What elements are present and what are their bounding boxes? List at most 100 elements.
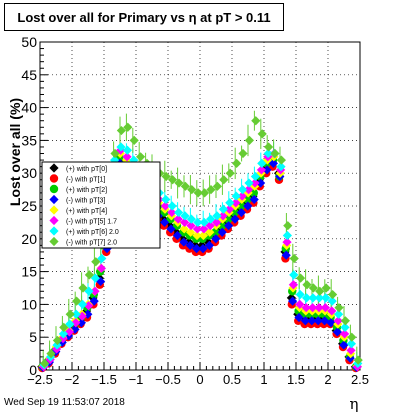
legend-entry: (-) with pT[7] 2.0 <box>66 240 117 247</box>
data-point <box>232 158 242 168</box>
data-point <box>211 234 221 244</box>
y-tick-label: 45 <box>21 67 37 83</box>
data-point <box>321 283 331 293</box>
data-point <box>84 286 94 296</box>
data-point <box>71 309 81 319</box>
data-point <box>294 312 304 323</box>
legend-entry: (+) with pT[4] <box>66 208 107 215</box>
data-point <box>102 244 112 254</box>
data-point <box>225 168 235 178</box>
legend-entry: (-) with pT[3] <box>66 198 105 205</box>
data-point <box>123 122 133 132</box>
x-tick-label: −2.5 <box>27 372 53 387</box>
data-point <box>212 217 222 227</box>
title-box: Lost over all for Primary vs η at pT > 0… <box>4 3 284 31</box>
data-point <box>313 316 323 326</box>
legend-marker <box>49 215 59 226</box>
legend-marker <box>49 184 59 194</box>
data-point <box>58 333 68 344</box>
data-point <box>192 244 202 254</box>
data-point <box>212 211 222 221</box>
data-point <box>211 228 220 237</box>
data-point <box>110 148 120 159</box>
y-tick-label: 0 <box>29 362 37 378</box>
y-tick-label: 10 <box>21 296 37 312</box>
data-point <box>353 355 363 365</box>
data-point <box>230 214 240 224</box>
data-point <box>296 273 306 283</box>
legend-entry: (-) with pT[1] <box>66 177 105 184</box>
data-point <box>288 280 298 290</box>
data-point <box>58 329 68 339</box>
data-point <box>231 198 241 208</box>
legend-marker <box>49 163 59 173</box>
data-point <box>192 224 202 234</box>
data-point <box>160 217 170 227</box>
data-point <box>244 178 254 188</box>
data-point <box>321 293 331 303</box>
legend-marker <box>49 236 59 247</box>
data-point <box>263 148 273 159</box>
data-point <box>327 306 337 316</box>
data-point <box>64 327 74 337</box>
timestamp: Wed Sep 19 11:53:07 2018 <box>4 397 125 408</box>
data-point <box>180 217 190 227</box>
data-point <box>71 318 81 328</box>
data-point <box>256 178 266 188</box>
legend-entry: (+) with pT[0] <box>66 166 107 173</box>
x-tick-label: 0.5 <box>223 372 241 387</box>
data-point <box>116 142 126 152</box>
legend-marker <box>49 174 59 183</box>
data-point <box>122 152 132 162</box>
x-tick-label: −0.5 <box>155 372 181 387</box>
y-tick-label: 35 <box>21 132 37 148</box>
data-point <box>282 237 292 247</box>
data-point <box>65 319 75 329</box>
data-point <box>186 227 196 237</box>
data-point <box>308 283 318 293</box>
data-point <box>193 188 203 198</box>
data-point <box>289 270 299 280</box>
x-tick-label: −1.5 <box>91 372 117 387</box>
data-point <box>168 175 178 185</box>
data-point <box>122 145 132 155</box>
data-point <box>218 204 228 214</box>
data-point <box>174 207 184 218</box>
data-point <box>206 185 216 195</box>
data-point <box>340 316 350 326</box>
data-point <box>65 309 75 319</box>
data-point <box>167 201 177 211</box>
data-point <box>217 227 227 237</box>
x-axis-label: η <box>350 395 359 412</box>
data-point <box>224 221 234 231</box>
data-point <box>249 194 259 205</box>
data-point <box>314 293 324 303</box>
data-point <box>90 286 100 296</box>
data-point <box>276 155 286 165</box>
data-point <box>346 339 356 349</box>
data-point <box>72 296 82 306</box>
data-point <box>334 309 344 319</box>
data-point <box>270 148 280 159</box>
data-point <box>289 253 299 264</box>
legend-box <box>41 161 161 249</box>
data-point <box>315 286 325 296</box>
data-point <box>244 185 254 195</box>
data-point <box>186 221 196 231</box>
data-point <box>328 289 338 300</box>
data-point <box>186 214 196 224</box>
data-point <box>256 165 266 175</box>
data-point <box>282 230 292 241</box>
data-point <box>334 303 344 313</box>
data-point <box>166 224 176 234</box>
data-point <box>206 214 216 224</box>
data-point <box>238 148 248 159</box>
y-axis-label: Lost over all (%) <box>7 98 23 206</box>
data-point <box>264 142 274 152</box>
data-point <box>288 296 298 306</box>
x-tick-label: 0 <box>196 372 203 387</box>
data-point <box>276 162 286 172</box>
data-point <box>52 335 62 346</box>
data-point <box>97 253 107 264</box>
